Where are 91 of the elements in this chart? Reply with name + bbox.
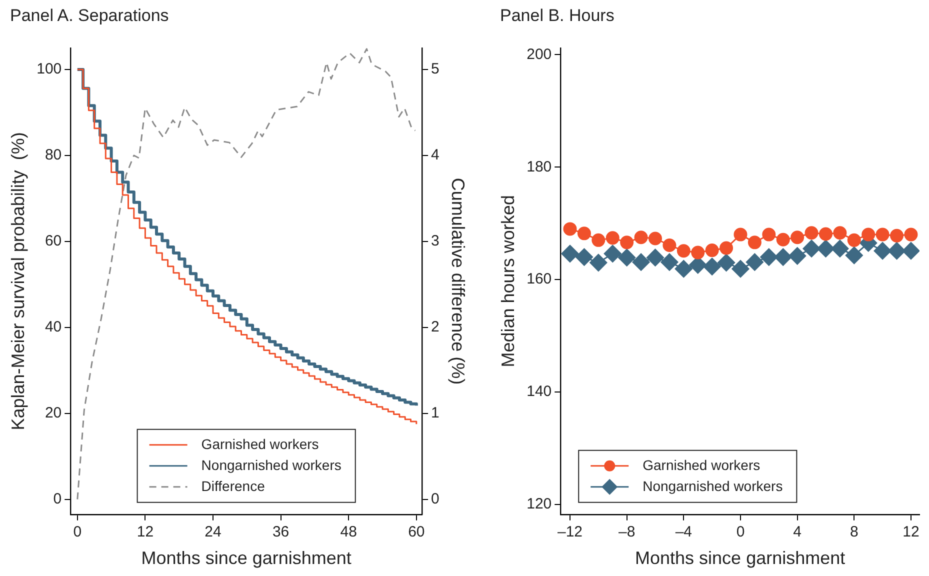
- point: [904, 228, 918, 242]
- point: [632, 253, 650, 271]
- y-tick-label: 0: [53, 490, 62, 508]
- point: [802, 240, 820, 258]
- point: [648, 232, 662, 246]
- point: [847, 233, 861, 247]
- y-tick-label: 40: [44, 318, 62, 336]
- y-tick-label: 60: [44, 232, 62, 250]
- point: [788, 247, 806, 265]
- point: [604, 244, 622, 262]
- point: [818, 227, 832, 241]
- y-axis-title: Kaplan-Meier survival probability (%): [8, 132, 28, 430]
- point: [833, 226, 847, 240]
- point: [790, 230, 804, 244]
- x-tick-label: 24: [204, 524, 222, 541]
- x-tick-label: 12: [136, 524, 154, 541]
- point: [890, 228, 904, 242]
- x-tick-label: 48: [340, 524, 357, 541]
- legend-label: Garnished workers: [201, 436, 319, 452]
- point: [606, 231, 620, 245]
- point: [774, 248, 792, 266]
- point: [660, 253, 678, 271]
- x-tick-label: 4: [793, 524, 802, 541]
- y-tick-label: 120: [526, 495, 552, 512]
- point: [888, 242, 906, 260]
- y-tick-label: 200: [526, 46, 552, 63]
- point: [845, 246, 863, 264]
- y-tick-label: 160: [526, 270, 552, 288]
- x-tick-label: 36: [272, 524, 290, 541]
- point: [676, 244, 690, 258]
- point: [876, 228, 890, 242]
- legend-label: Difference: [201, 478, 266, 494]
- point: [734, 228, 748, 242]
- point: [762, 228, 776, 242]
- point: [720, 241, 734, 255]
- y2-tick-label: 4: [431, 146, 440, 164]
- y2-tick-label: 3: [431, 232, 440, 250]
- point: [874, 242, 892, 260]
- line-series: [76, 48, 416, 500]
- point: [732, 260, 750, 278]
- point: [646, 248, 664, 266]
- y-axis-title: Median hours worked: [498, 195, 518, 368]
- point: [577, 226, 591, 240]
- y-tick-label: 80: [44, 146, 62, 164]
- point: [831, 240, 849, 258]
- point: [804, 226, 818, 240]
- x-tick-label: 12: [902, 524, 920, 541]
- y-tick-label: 180: [526, 158, 552, 176]
- point: [703, 258, 721, 276]
- point: [634, 230, 648, 244]
- x-tick-label: 0: [73, 524, 82, 541]
- x-tick-label: –12: [557, 524, 583, 541]
- chart-title: Panel B. Hours: [500, 6, 614, 26]
- x-tick-label: –8: [618, 524, 636, 541]
- y2-axis-title: Cumulative difference (%): [448, 178, 468, 385]
- y-tick-label: 20: [44, 404, 62, 422]
- x-tick-label: 60: [408, 524, 425, 541]
- point: [902, 242, 920, 260]
- point: [620, 236, 634, 250]
- point: [816, 240, 834, 258]
- point: [590, 254, 608, 272]
- point: [748, 236, 762, 250]
- y-tick-label: 100: [36, 60, 62, 78]
- y2-tick-label: 2: [431, 318, 440, 336]
- point: [575, 248, 593, 266]
- y2-tick-label: 0: [431, 490, 440, 508]
- legend-label: Nongarnished workers: [201, 456, 342, 473]
- x-axis-title: Months since garnishment: [141, 548, 352, 568]
- y-tick-label: 140: [526, 383, 552, 400]
- x-axis-title: Months since garnishment: [635, 548, 846, 568]
- point: [563, 222, 577, 236]
- y2-tick-label: 5: [431, 60, 440, 78]
- legend-label: Garnished workers: [642, 456, 760, 473]
- point: [674, 260, 692, 278]
- point: [776, 232, 790, 246]
- x-tick-label: 8: [850, 524, 858, 541]
- point: [862, 228, 876, 242]
- point: [662, 238, 676, 252]
- point: [718, 254, 736, 272]
- point: [705, 244, 719, 258]
- legend-label: Nongarnished workers: [642, 478, 783, 494]
- y2-tick-label: 1: [431, 404, 440, 422]
- point: [561, 244, 579, 262]
- x-tick-label: 0: [736, 524, 745, 541]
- point: [691, 246, 705, 260]
- point: [760, 248, 778, 266]
- x-tick-label: –4: [675, 524, 692, 541]
- point: [618, 248, 636, 266]
- chart-title: Panel A. Separations: [10, 6, 169, 26]
- point: [746, 253, 764, 271]
- point: [592, 233, 606, 247]
